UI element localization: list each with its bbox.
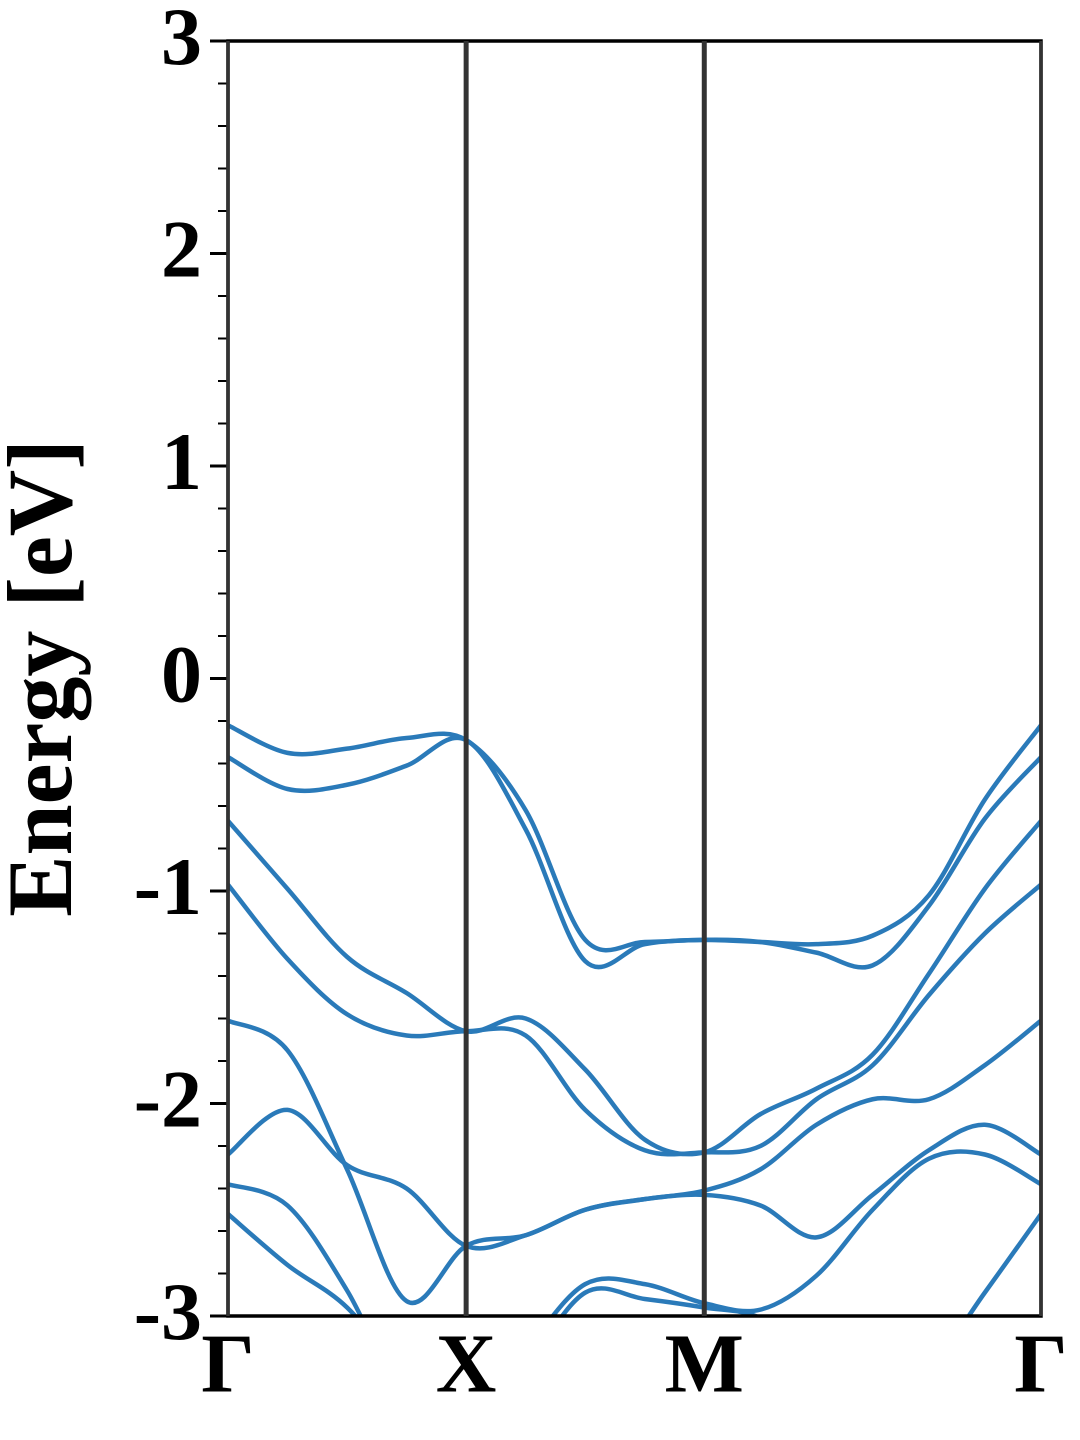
x-tick-label: Γ: [201, 1317, 254, 1410]
x-tick-label: X: [436, 1317, 497, 1410]
y-tick-label: -3: [134, 1266, 202, 1357]
y-tick-label: 0: [161, 628, 202, 719]
axes-frame: [226, 39, 1043, 1318]
x-tick-label: M: [665, 1317, 744, 1410]
plot-area: [228, 723, 1041, 1316]
band-line: [228, 1018, 1041, 1306]
band-line: [228, 1107, 1041, 1251]
band-line: [228, 882, 1041, 1157]
band-line: [228, 1212, 1041, 1316]
band-line: [228, 819, 1041, 1157]
y-axis-label: Energy [eV]: [0, 439, 91, 917]
y-tick-label: -2: [134, 1053, 202, 1144]
y-tick-label: -1: [134, 841, 202, 932]
band-line: [228, 723, 1041, 953]
band-line: [228, 735, 1041, 970]
band-line: [228, 1149, 1041, 1316]
y-tick-label: 2: [161, 203, 202, 294]
y-tick-label: 3: [161, 0, 202, 82]
y-tick-label: 1: [161, 416, 202, 507]
x-tick-label: Γ: [1014, 1317, 1067, 1410]
